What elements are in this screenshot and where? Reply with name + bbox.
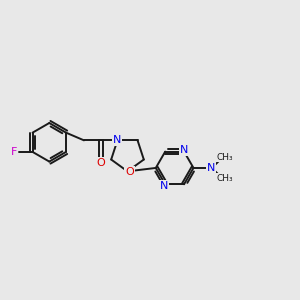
Text: N: N <box>113 135 122 146</box>
Text: O: O <box>97 158 106 168</box>
Text: O: O <box>125 167 134 177</box>
Text: CH₃: CH₃ <box>217 153 233 162</box>
Text: N: N <box>206 163 215 173</box>
Text: N: N <box>180 145 188 155</box>
Text: N: N <box>160 181 169 191</box>
Text: F: F <box>11 147 17 157</box>
Text: CH₃: CH₃ <box>217 174 233 183</box>
